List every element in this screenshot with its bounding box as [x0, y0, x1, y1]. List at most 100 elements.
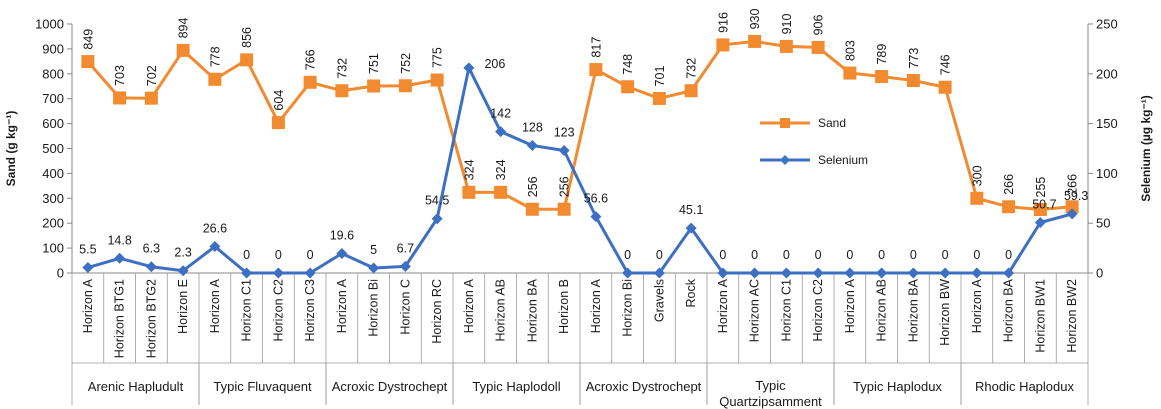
sand-marker	[906, 74, 920, 88]
selenium-marker	[495, 126, 507, 138]
category-label: Horizon AC	[748, 279, 762, 342]
sand-marker	[938, 80, 952, 94]
sand-marker	[1065, 200, 1079, 214]
sand-data-label: 324	[494, 159, 508, 180]
sand-data-label: 916	[716, 12, 730, 33]
category-label: Horizon Bi	[367, 279, 381, 337]
selenium-data-label: 0	[878, 248, 885, 262]
selenium-marker	[114, 252, 126, 264]
data-labels: 849 703 702 894 778 856 604 766 732 751 752 775 324 3…	[79, 9, 1088, 262]
sand-data-label: 894	[177, 17, 191, 38]
selenium-data-label: 0	[751, 248, 758, 262]
selenium-marker	[1066, 208, 1078, 220]
sand-data-label: 775	[431, 47, 445, 68]
sand-marker	[335, 84, 349, 98]
sand-data-label: 703	[113, 65, 127, 86]
left-tick-label: 200	[42, 216, 64, 231]
left-tick-label: 700	[42, 91, 64, 106]
sand-marker	[652, 91, 666, 105]
category-label: Horizon A	[208, 278, 222, 333]
series-layer	[81, 34, 1079, 279]
sand-data-label: 266	[1002, 174, 1016, 195]
sand-data-label: 751	[367, 53, 381, 74]
selenium-data-label: 0	[973, 248, 980, 262]
group-label: Typic Haplodoll	[472, 379, 560, 394]
selenium-data-label: 5	[370, 243, 377, 257]
category-label: Horizon BTG2	[144, 279, 158, 358]
sand-marker	[176, 43, 190, 57]
sand-marker	[525, 202, 539, 216]
category-labels: Horizon A Horizon BTG1 Horizon BTG2 Horizon…	[71, 273, 1089, 363]
legend-selenium-marker	[780, 155, 790, 165]
selenium-data-label: 54.5	[425, 194, 449, 208]
sand-marker	[367, 79, 381, 93]
category-label: Horizon BW2	[1065, 279, 1079, 353]
sand-data-label: 849	[81, 29, 95, 50]
sand-data-label: 266	[1066, 174, 1080, 195]
sand-marker	[557, 202, 571, 216]
selenium-data-label: 14.8	[107, 233, 131, 247]
sand-data-label: 752	[399, 53, 413, 74]
sand-marker	[430, 73, 444, 87]
left-tick-label: 600	[42, 116, 64, 131]
sand-data-label: 746	[939, 54, 953, 75]
selenium-data-label: 0	[910, 248, 917, 262]
group-label: Rhodic Haplodux	[975, 379, 1075, 394]
left-tick-label: 800	[42, 66, 64, 81]
right-tick-label: 250	[1096, 17, 1118, 32]
group-label: Acroxic Dystrochept	[332, 379, 448, 394]
group-label-line2: Quartzipsamment	[719, 394, 822, 409]
selenium-marker	[653, 267, 665, 279]
selenium-data-label: 0	[1005, 248, 1012, 262]
legend-selenium-label: Selenium	[818, 153, 868, 167]
selenium-marker	[209, 241, 221, 253]
category-label: Horizon E	[176, 279, 190, 334]
selenium-marker	[812, 267, 824, 279]
sand-marker	[748, 34, 762, 48]
category-label: Horizon A	[589, 278, 603, 333]
sand-data-label: 766	[304, 49, 318, 70]
selenium-marker	[622, 267, 634, 279]
left-tick-label: 300	[42, 191, 64, 206]
selenium-marker	[399, 260, 411, 272]
selenium-marker	[558, 144, 570, 156]
selenium-marker	[304, 267, 316, 279]
selenium-marker	[368, 262, 380, 274]
sand-marker	[240, 53, 254, 67]
category-label: Horizon BA	[906, 278, 920, 342]
right-axis-title: Selenium (µg kg⁻¹)	[1139, 95, 1153, 202]
selenium-data-label: 0	[815, 248, 822, 262]
selenium-marker	[1003, 267, 1015, 279]
category-label: Horizon BA	[1002, 278, 1016, 342]
category-label: Horizon BTG1	[113, 279, 127, 358]
sand-marker	[970, 191, 984, 205]
category-label: Horizon C2	[811, 279, 825, 342]
left-tick-label: 1000	[35, 17, 64, 32]
selenium-marker	[82, 262, 94, 274]
selenium-data-label: 50.7	[1032, 198, 1056, 212]
selenium-data-label: 26.6	[203, 222, 227, 236]
selenium-marker	[844, 267, 856, 279]
sand-marker	[589, 63, 603, 77]
group-label: Typic Haplodux	[853, 379, 942, 394]
selenium-data-label: 0	[656, 248, 663, 262]
sand-data-label: 856	[240, 27, 254, 48]
selenium-marker	[780, 267, 792, 279]
category-label: Horizon A	[335, 278, 349, 333]
selenium-marker	[685, 222, 697, 234]
selenium-marker	[431, 213, 443, 225]
sand-marker	[398, 79, 412, 93]
right-tick-label: 0	[1096, 266, 1103, 281]
sand-marker	[208, 72, 222, 86]
selenium-data-label: 0	[719, 248, 726, 262]
left-tick-label: 100	[42, 241, 64, 256]
selenium-marker	[939, 267, 951, 279]
selenium-data-label: 5.5	[79, 243, 96, 257]
category-label: Horizon Bi	[621, 279, 635, 337]
sand-data-label: 773	[907, 48, 921, 69]
sand-data-label: 748	[621, 54, 635, 75]
sand-data-label: 778	[208, 46, 222, 67]
sand-marker	[81, 55, 95, 69]
sand-data-label: 930	[748, 9, 762, 30]
